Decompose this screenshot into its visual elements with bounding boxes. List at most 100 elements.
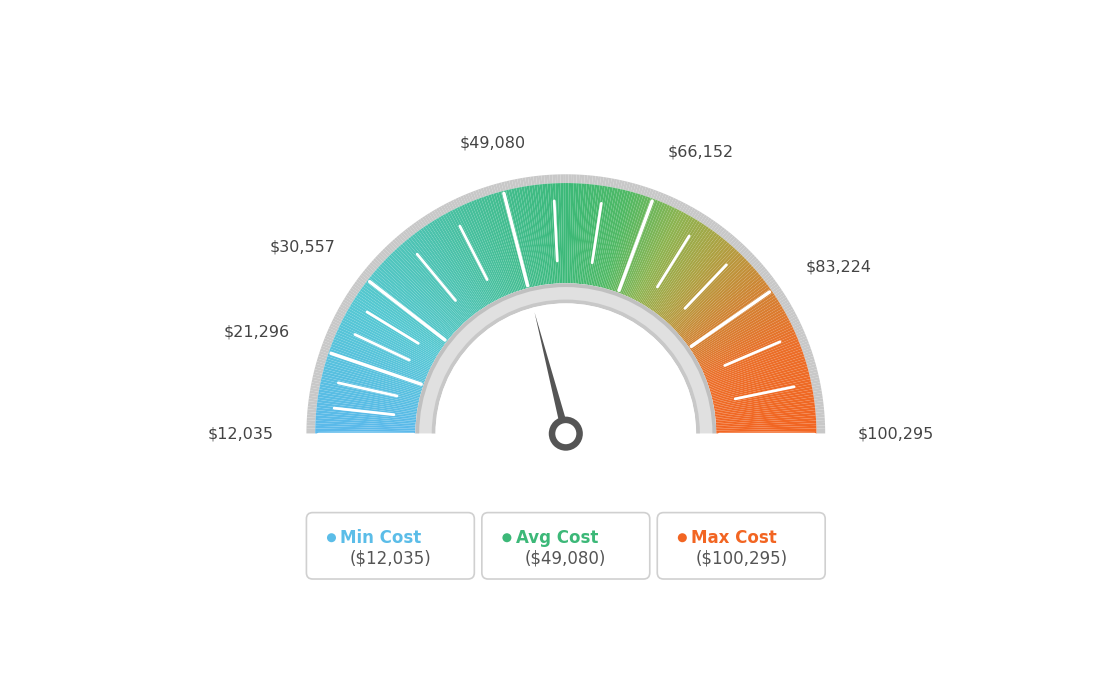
Wedge shape <box>443 204 449 213</box>
Wedge shape <box>316 423 415 429</box>
Wedge shape <box>715 413 816 423</box>
Wedge shape <box>666 246 733 322</box>
Wedge shape <box>355 295 440 352</box>
Wedge shape <box>333 337 427 377</box>
Wedge shape <box>660 239 725 318</box>
Wedge shape <box>329 348 424 384</box>
Wedge shape <box>723 232 731 241</box>
Wedge shape <box>716 426 816 431</box>
Wedge shape <box>713 224 721 233</box>
Wedge shape <box>376 268 453 335</box>
Wedge shape <box>405 228 412 237</box>
Wedge shape <box>338 327 429 371</box>
Wedge shape <box>661 241 728 319</box>
Wedge shape <box>400 244 468 321</box>
Wedge shape <box>605 192 634 289</box>
Wedge shape <box>520 178 524 187</box>
Wedge shape <box>436 208 443 217</box>
Wedge shape <box>804 353 814 359</box>
Wedge shape <box>795 328 804 334</box>
Wedge shape <box>350 288 359 295</box>
Wedge shape <box>364 282 446 344</box>
Wedge shape <box>762 273 771 280</box>
Wedge shape <box>309 391 319 395</box>
Wedge shape <box>773 288 782 295</box>
Wedge shape <box>680 270 757 337</box>
Wedge shape <box>534 185 549 284</box>
Wedge shape <box>650 226 709 310</box>
Wedge shape <box>394 249 464 324</box>
Wedge shape <box>493 193 524 290</box>
Circle shape <box>502 533 511 542</box>
Wedge shape <box>746 254 755 262</box>
Wedge shape <box>707 344 800 382</box>
Wedge shape <box>578 184 590 284</box>
Wedge shape <box>599 177 604 186</box>
Wedge shape <box>704 217 712 226</box>
Wedge shape <box>381 250 389 258</box>
Wedge shape <box>359 290 443 349</box>
Wedge shape <box>320 382 418 404</box>
Wedge shape <box>331 321 340 327</box>
Text: $21,296: $21,296 <box>223 324 289 339</box>
Wedge shape <box>529 186 545 285</box>
Wedge shape <box>460 195 466 205</box>
Wedge shape <box>639 215 691 304</box>
Wedge shape <box>308 398 318 402</box>
Wedge shape <box>816 417 825 420</box>
Wedge shape <box>751 258 758 266</box>
Wedge shape <box>699 317 789 366</box>
Wedge shape <box>316 415 416 424</box>
Wedge shape <box>469 201 509 295</box>
Wedge shape <box>329 326 338 332</box>
Wedge shape <box>427 224 484 308</box>
Wedge shape <box>814 393 822 397</box>
Wedge shape <box>622 201 660 295</box>
Wedge shape <box>644 187 648 196</box>
Wedge shape <box>327 356 423 388</box>
Wedge shape <box>315 366 323 371</box>
Wedge shape <box>383 260 457 331</box>
Wedge shape <box>788 313 797 320</box>
Wedge shape <box>716 420 816 427</box>
Wedge shape <box>648 188 654 198</box>
Wedge shape <box>326 359 423 391</box>
Wedge shape <box>679 268 755 335</box>
Wedge shape <box>434 209 440 218</box>
Wedge shape <box>696 306 783 359</box>
Wedge shape <box>662 242 730 320</box>
Wedge shape <box>571 175 574 183</box>
Wedge shape <box>664 244 732 321</box>
Wedge shape <box>815 406 824 410</box>
Wedge shape <box>806 362 816 366</box>
Wedge shape <box>342 299 351 306</box>
Wedge shape <box>422 216 429 225</box>
Wedge shape <box>521 186 541 286</box>
Wedge shape <box>532 185 546 285</box>
Wedge shape <box>415 284 716 433</box>
Wedge shape <box>715 418 816 426</box>
Wedge shape <box>709 221 716 229</box>
Wedge shape <box>582 184 595 284</box>
Wedge shape <box>659 237 723 317</box>
Wedge shape <box>321 377 420 401</box>
Wedge shape <box>783 304 792 310</box>
Wedge shape <box>623 181 628 190</box>
Wedge shape <box>318 353 328 359</box>
Wedge shape <box>308 401 317 405</box>
Wedge shape <box>799 338 808 344</box>
Text: ($12,035): ($12,035) <box>350 549 432 567</box>
Wedge shape <box>350 304 437 357</box>
Wedge shape <box>619 199 658 294</box>
Wedge shape <box>708 351 804 386</box>
Wedge shape <box>590 186 607 286</box>
Wedge shape <box>321 374 420 400</box>
Wedge shape <box>778 297 787 304</box>
Wedge shape <box>307 426 316 428</box>
Wedge shape <box>316 428 415 432</box>
Wedge shape <box>601 190 626 288</box>
Wedge shape <box>427 213 434 222</box>
Wedge shape <box>308 406 317 410</box>
Wedge shape <box>787 311 796 317</box>
Wedge shape <box>307 428 316 431</box>
